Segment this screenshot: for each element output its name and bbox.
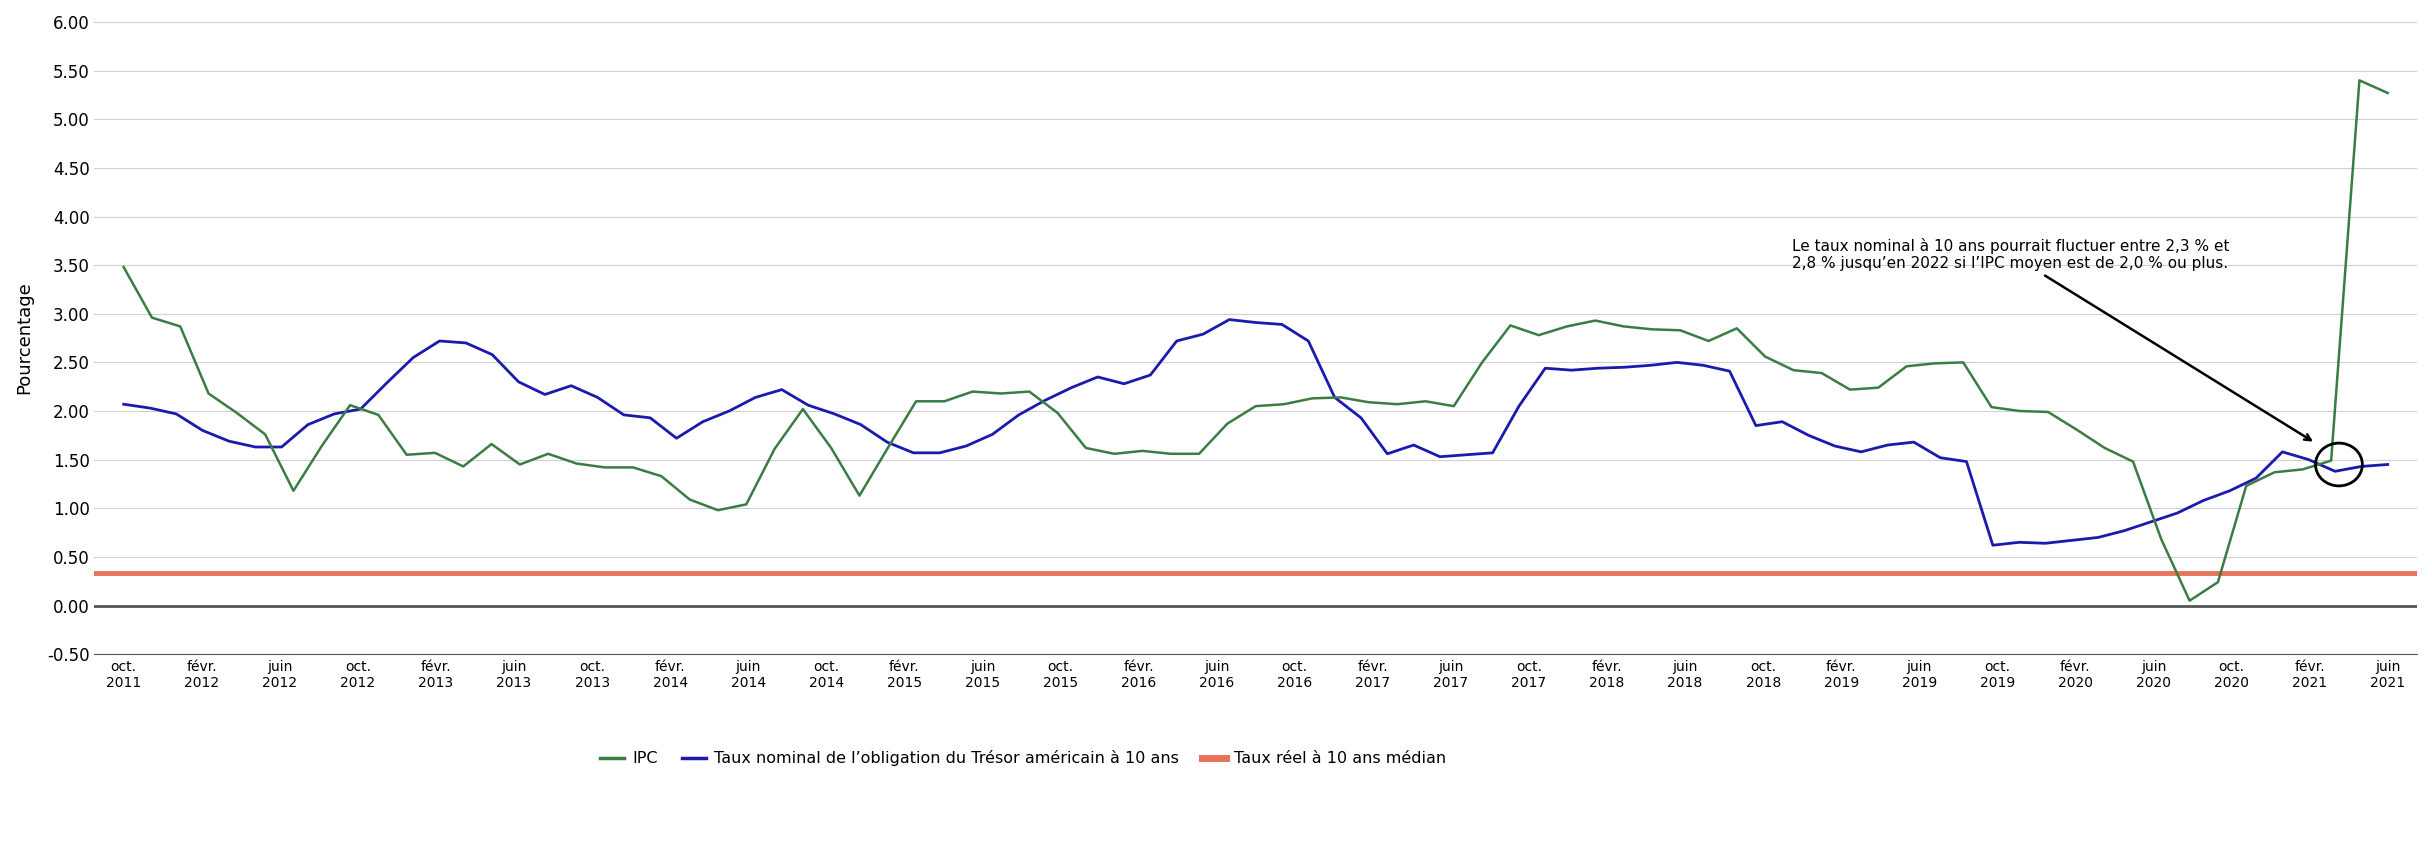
Legend: IPC, Taux nominal de l’obligation du Trésor américain à 10 ans, Taux réel à 10 a: IPC, Taux nominal de l’obligation du Tré…: [593, 744, 1452, 773]
Text: Le taux nominal à 10 ans pourrait fluctuer entre 2,3 % et
2,8 % jusqu’en 2022 si: Le taux nominal à 10 ans pourrait fluctu…: [1792, 238, 2310, 440]
Y-axis label: Pourcentage: Pourcentage: [15, 282, 34, 394]
